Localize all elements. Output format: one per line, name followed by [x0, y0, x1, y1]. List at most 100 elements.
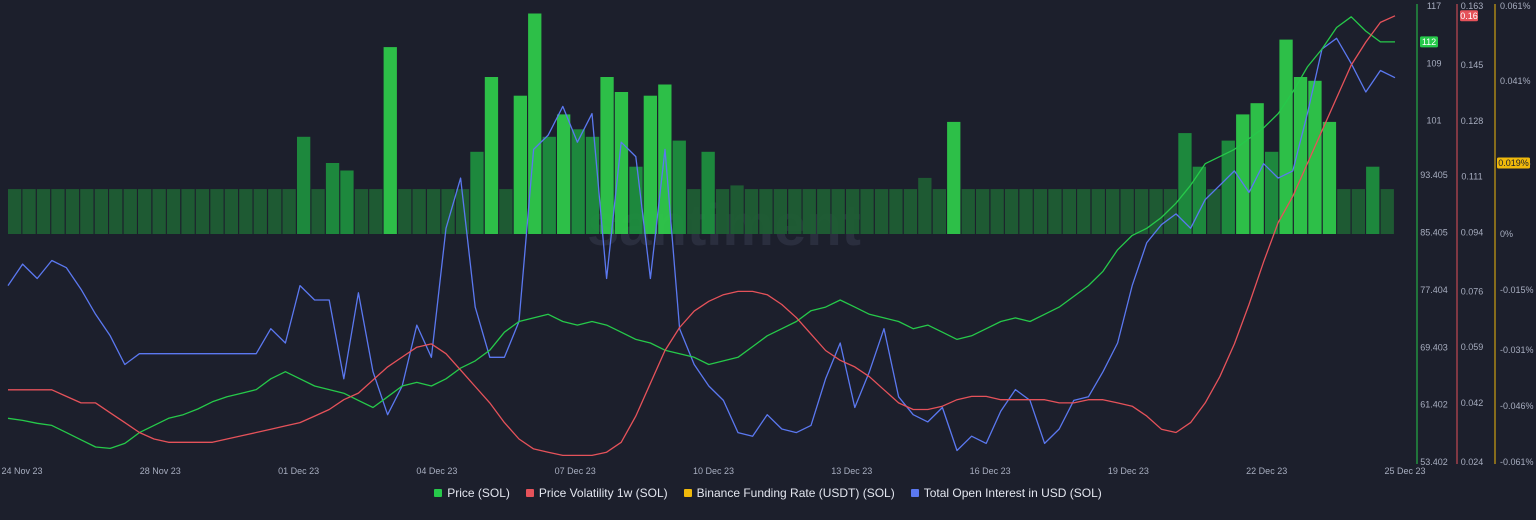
price-tick-label: 93.405	[1420, 170, 1448, 180]
funding-bar	[600, 77, 614, 234]
funding-tick-label: -0.046%	[1500, 401, 1534, 411]
funding-bar	[1106, 189, 1120, 234]
funding-last-value-badge	[1497, 157, 1530, 169]
volatility-tick-label: 0.163	[1461, 1, 1484, 11]
funding-bar	[846, 189, 860, 234]
funding-bar	[773, 189, 787, 234]
funding-bar	[1366, 166, 1380, 234]
funding-bar	[889, 189, 903, 234]
funding-bar	[874, 189, 889, 234]
funding-bar	[1033, 189, 1048, 234]
funding-bar	[643, 95, 657, 234]
price-tick-label: 77.404	[1420, 285, 1448, 295]
funding-bar	[1019, 189, 1033, 234]
funding-bar	[918, 177, 932, 234]
funding-bar	[94, 189, 108, 234]
funding-bar	[817, 189, 831, 234]
funding-bar	[1120, 189, 1134, 234]
funding-bar	[51, 189, 65, 234]
funding-bar	[1077, 189, 1091, 234]
x-tick-label: 07 Dec 23	[555, 466, 596, 476]
x-tick-label: 19 Dec 23	[1108, 466, 1149, 476]
volatility-last-value-badge	[1460, 10, 1478, 22]
funding-tick-label: 0.061%	[1500, 1, 1531, 11]
funding-bar	[282, 189, 296, 234]
volatility-line	[8, 15, 1396, 457]
open-interest-line	[7, 37, 1396, 452]
funding-bar	[138, 189, 152, 234]
x-tick-label: 25 Dec 23	[1384, 466, 1425, 476]
funding-bar	[744, 189, 759, 234]
price-tick-label: 53.402	[1420, 457, 1448, 467]
legend-label: Price (SOL)	[447, 486, 510, 500]
price-tick-label: 61.402	[1420, 400, 1448, 410]
legend-item-price[interactable]: Price (SOL)	[434, 486, 510, 500]
funding-bar	[195, 189, 210, 234]
funding-bar	[210, 189, 224, 234]
legend: Price (SOL) Price Volatility 1w (SOL) Bi…	[0, 486, 1536, 500]
volatility-tick-label: 0.024	[1461, 457, 1484, 467]
price-last-value-badge	[1420, 36, 1438, 48]
legend-item-funding[interactable]: Binance Funding Rate (USDT) (SOL)	[683, 486, 895, 500]
x-tick-label: 04 Dec 23	[416, 466, 457, 476]
funding-bar	[1322, 121, 1337, 234]
funding-bar	[1062, 189, 1076, 234]
volatility-tick-label: 0.128	[1461, 116, 1484, 126]
funding-bar	[1236, 114, 1250, 234]
legend-label: Binance Funding Rate (USDT) (SOL)	[696, 486, 895, 500]
price-tick-label: 101	[1426, 116, 1441, 126]
legend-swatch-icon	[525, 489, 534, 497]
funding-bar	[1178, 133, 1192, 234]
funding-bar	[513, 95, 527, 234]
price-tick-label: 117	[1427, 1, 1441, 11]
funding-bar	[658, 84, 672, 234]
funding-bar	[1351, 189, 1365, 234]
price-last-value-badge-text: 112	[1422, 37, 1436, 47]
funding-tick-label: -0.061%	[1500, 457, 1534, 467]
funding-bar	[152, 189, 166, 234]
funding-bars	[8, 13, 1394, 234]
price-tick-label: 85.405	[1420, 228, 1448, 238]
funding-bar	[268, 189, 282, 234]
funding-tick-label: 0%	[1500, 229, 1513, 239]
funding-bar	[109, 189, 123, 234]
funding-bar	[484, 77, 499, 234]
funding-bar	[831, 189, 845, 234]
funding-bar	[80, 189, 94, 234]
series-lines	[7, 15, 1396, 457]
funding-bar	[1221, 140, 1235, 234]
funding-bar	[181, 189, 195, 234]
funding-bar	[1265, 151, 1279, 234]
axes: 117 109 101 93.405 85.405 77.404 69.403 61.402 5…	[1, 1, 1533, 476]
funding-bar	[1163, 189, 1178, 234]
funding-last-value-badge-text: 0.019%	[1498, 158, 1529, 168]
funding-bar	[1048, 189, 1062, 234]
legend-swatch-icon	[910, 489, 919, 497]
legend-label: Total Open Interest in USD (SOL)	[923, 486, 1102, 500]
x-tick-label: 22 Dec 23	[1246, 466, 1287, 476]
funding-bar	[1207, 189, 1221, 234]
legend-item-open-interest[interactable]: Total Open Interest in USD (SOL)	[910, 486, 1102, 500]
legend-item-volatility[interactable]: Price Volatility 1w (SOL)	[525, 486, 668, 500]
funding-bar	[557, 114, 571, 234]
funding-bar	[802, 189, 816, 234]
price-line	[7, 16, 1395, 450]
funding-bar	[253, 189, 267, 234]
funding-bar	[1293, 77, 1308, 234]
x-tick-label: 24 Nov 23	[1, 466, 42, 476]
funding-bar	[1279, 39, 1293, 234]
funding-bar	[759, 189, 773, 234]
funding-bar	[441, 189, 455, 234]
volatility-tick-label: 0.094	[1461, 227, 1484, 237]
funding-bar	[976, 189, 990, 234]
funding-bar	[715, 189, 730, 234]
funding-bar	[614, 92, 629, 234]
x-tick-label: 16 Dec 23	[970, 466, 1011, 476]
volatility-tick-label: 0.145	[1461, 60, 1484, 70]
funding-bar	[730, 185, 744, 234]
volatility-tick-label: 0.076	[1461, 286, 1484, 296]
funding-bar	[427, 189, 441, 234]
funding-bar	[1091, 189, 1105, 234]
funding-bar	[340, 170, 354, 234]
